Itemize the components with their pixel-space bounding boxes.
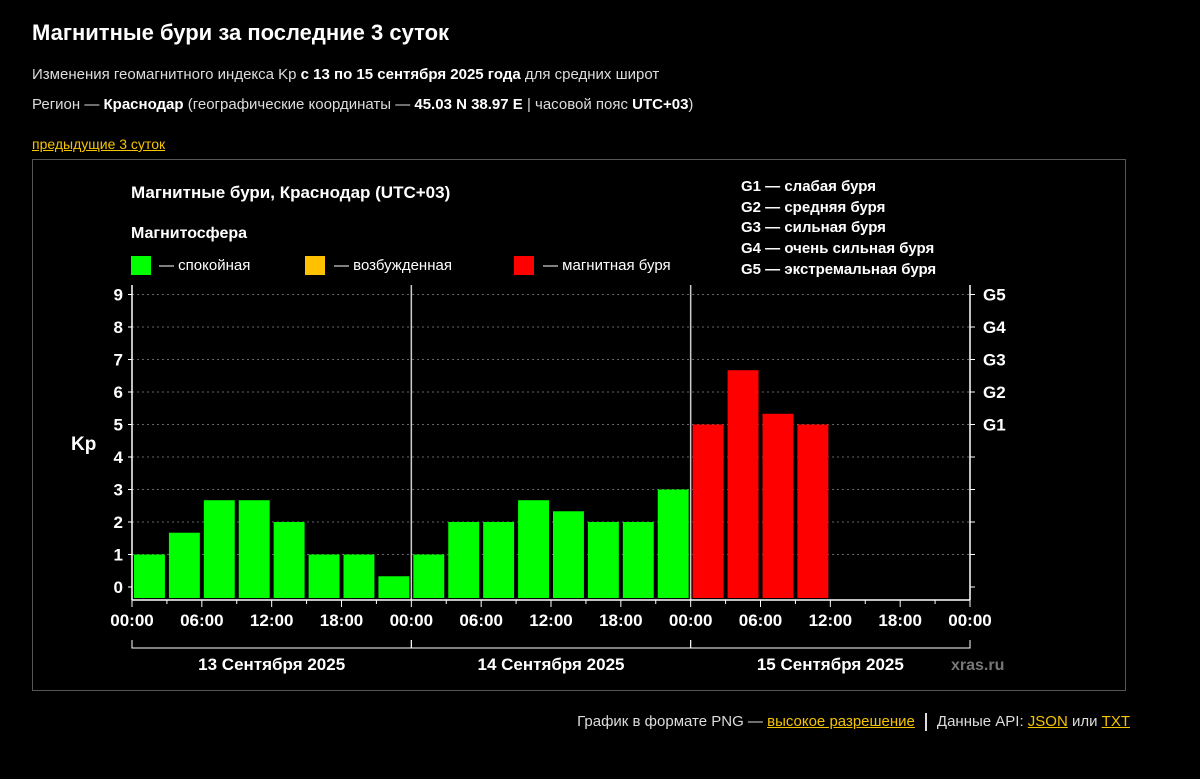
day-label: 14 Сентября 2025: [478, 655, 625, 674]
day-label: 13 Сентября 2025: [198, 655, 345, 674]
day-bracket: [690, 640, 971, 649]
y-tick-label: 6: [114, 383, 123, 402]
kp-bar: [448, 522, 480, 598]
kp-bar: [797, 424, 829, 598]
x-tick-label: 00:00: [110, 611, 153, 630]
x-tick-label: 00:00: [390, 611, 433, 630]
x-tick-label: 06:00: [739, 611, 782, 630]
kp-bar: [483, 522, 515, 598]
x-tick-label: 12:00: [529, 611, 572, 630]
chart-title: Магнитные бури, Краснодар (UTC+03): [131, 183, 450, 202]
g-tick-label: G4: [983, 318, 1006, 337]
watermark: xras.ru: [951, 657, 1004, 674]
g-tick-label: G2: [983, 383, 1006, 402]
footer-png-text: График в формате PNG —: [577, 713, 768, 730]
legend-label-quiet: — спокойная: [159, 257, 250, 274]
kp-chart: Магнитные бури, Краснодар (UTC+03) Магни…: [71, 178, 1006, 674]
g-tick-label: G1: [983, 416, 1006, 435]
json-link[interactable]: JSON: [1027, 713, 1068, 730]
kp-bar: [553, 511, 584, 598]
legend-label-storm: — магнитная буря: [543, 257, 671, 274]
kp-bar: [273, 522, 305, 598]
g-legend-1: G1 — слабая буря: [741, 178, 876, 195]
footer: График в формате PNG — высокое разрешени…: [577, 713, 1130, 732]
y-tick-label: 0: [114, 578, 123, 597]
page-title: Магнитные бури за последние 3 суток: [32, 20, 450, 45]
day-bracket: [131, 640, 412, 649]
g-tick-label: G3: [983, 351, 1006, 370]
footer-or-text: или: [1067, 713, 1102, 730]
x-tick-label: 18:00: [320, 611, 363, 630]
subtitle-region: Регион — Краснодар (географические коорд…: [32, 96, 694, 113]
high-resolution-link[interactable]: высокое разрешение: [767, 713, 915, 730]
g-legend-3: G3 — сильная буря: [741, 219, 886, 236]
legend-swatch-excited: [305, 256, 325, 275]
y-tick-label: 9: [114, 286, 123, 305]
x-tick-label: 00:00: [669, 611, 712, 630]
kp-bar: [622, 522, 654, 598]
chart-panel: Магнитные бури, Краснодар (UTC+03) Магни…: [32, 159, 1126, 691]
y-tick-label: 1: [114, 546, 123, 565]
day-label: 15 Сентября 2025: [757, 655, 904, 674]
footer-separator: [924, 713, 927, 732]
y-tick-label: 3: [114, 481, 123, 500]
kp-bar: [727, 370, 759, 598]
legend-label-excited: — возбужденная: [334, 257, 452, 274]
subtitle-period: Изменения геомагнитного индекса Kp с 13 …: [32, 66, 660, 83]
kp-bar: [168, 532, 200, 598]
g-legend-4: G4 — очень сильная буря: [741, 240, 934, 257]
legend-title: Магнитосфера: [131, 225, 247, 242]
legend-swatch-storm: [514, 256, 534, 275]
g-legend-2: G2 — средняя буря: [741, 199, 885, 216]
x-tick-label: 00:00: [948, 611, 991, 630]
x-tick-label: 12:00: [809, 611, 852, 630]
y-tick-label: 7: [114, 351, 123, 370]
y-tick-label: 5: [114, 416, 123, 435]
g-legend-5: G5 — экстремальная буря: [741, 261, 936, 278]
y-axis-label: Kp: [71, 434, 96, 455]
x-tick-label: 06:00: [459, 611, 502, 630]
kp-bar: [378, 576, 410, 598]
kp-bar: [657, 489, 689, 598]
kp-bar: [203, 500, 235, 598]
kp-bar: [238, 500, 270, 598]
kp-bar: [587, 522, 619, 598]
kp-bar: [134, 554, 165, 598]
kp-bar: [692, 424, 724, 598]
y-tick-label: 2: [114, 513, 123, 532]
x-tick-label: 18:00: [878, 611, 921, 630]
x-tick-label: 06:00: [180, 611, 223, 630]
day-bracket: [410, 640, 692, 649]
kp-bar: [518, 500, 549, 598]
y-tick-label: 8: [114, 318, 123, 337]
kp-bar: [343, 554, 375, 598]
g-tick-label: G5: [983, 286, 1006, 305]
txt-link[interactable]: TXT: [1101, 713, 1130, 730]
previous-3-days-link[interactable]: предыдущие 3 суток: [32, 136, 166, 152]
x-tick-label: 18:00: [599, 611, 642, 630]
legend-swatch-quiet: [131, 256, 151, 275]
y-tick-label: 4: [114, 448, 124, 467]
x-tick-label: 12:00: [250, 611, 293, 630]
footer-api-text: Данные API:: [936, 713, 1028, 730]
kp-bar: [413, 554, 445, 598]
kp-bar: [762, 413, 794, 598]
kp-bar: [308, 554, 340, 598]
